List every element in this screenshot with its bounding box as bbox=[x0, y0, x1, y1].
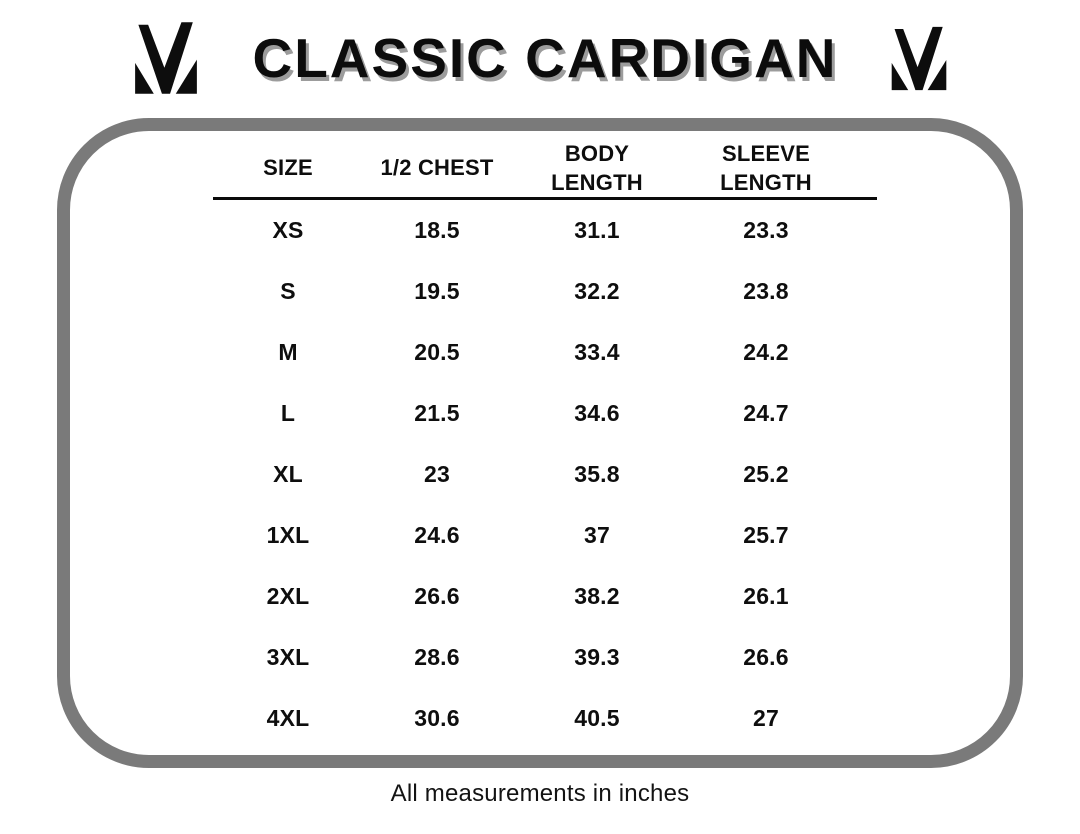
measurement-value: 23 bbox=[424, 461, 450, 487]
measurement-value: 39.3 bbox=[574, 644, 620, 670]
table-row: 4XL 30.6 40.5 27 bbox=[213, 688, 877, 749]
measurement-value: 26.6 bbox=[743, 644, 789, 670]
m-checkmark-logo-icon bbox=[125, 19, 207, 97]
column-header-size: SIZE bbox=[263, 155, 313, 181]
column-header-half-chest: 1/2 CHEST bbox=[380, 155, 494, 181]
measurement-value: 26.1 bbox=[743, 583, 789, 609]
table-header-row: SIZE 1/2 CHEST BODY LENGTH SLEEVE LENGTH bbox=[213, 140, 877, 200]
m-checkmark-logo-icon bbox=[883, 24, 955, 93]
brand-header: CLASSIC CARDIGAN bbox=[0, 12, 1080, 104]
measurement-value: 32.2 bbox=[574, 278, 620, 304]
measurement-value: 24.7 bbox=[743, 400, 789, 426]
size-label: 4XL bbox=[266, 705, 310, 731]
size-label: L bbox=[280, 400, 296, 426]
size-chart-table: SIZE 1/2 CHEST BODY LENGTH SLEEVE LENGTH… bbox=[213, 140, 877, 749]
size-label: 1XL bbox=[266, 522, 310, 548]
size-label: 3XL bbox=[266, 644, 310, 670]
table-row: XS 18.5 31.1 23.3 bbox=[213, 200, 877, 261]
measurement-value: 24.2 bbox=[743, 339, 789, 365]
size-label: 2XL bbox=[266, 583, 310, 609]
measurement-value: 25.2 bbox=[743, 461, 789, 487]
table-row: 1XL 24.6 37 25.7 bbox=[213, 505, 877, 566]
table-row: S 19.5 32.2 23.8 bbox=[213, 261, 877, 322]
size-table-body: XS 18.5 31.1 23.3 S 19.5 32.2 23.8 M 20.5 33.4 24.2… bbox=[213, 200, 877, 749]
table-row: L 21.5 34.6 24.7 bbox=[213, 383, 877, 444]
footer-note: All measurements in inches bbox=[390, 780, 690, 807]
measurement-value: 37 bbox=[584, 522, 610, 548]
measurement-value: 34.6 bbox=[574, 400, 620, 426]
measurement-value: 18.5 bbox=[414, 217, 460, 243]
measurement-value: 20.5 bbox=[414, 339, 460, 365]
measurement-value: 40.5 bbox=[574, 705, 620, 731]
column-header-body-length: BODY LENGTH bbox=[551, 141, 643, 195]
measurement-value: 19.5 bbox=[414, 278, 460, 304]
measurement-value: 23.3 bbox=[743, 217, 789, 243]
size-chart-border bbox=[57, 118, 1023, 768]
measurement-value: 33.4 bbox=[574, 339, 620, 365]
size-label: XS bbox=[272, 217, 304, 243]
size-label: XL bbox=[273, 461, 303, 487]
column-header-sleeve-length: SLEEVE LENGTH bbox=[720, 141, 812, 195]
measurement-value: 30.6 bbox=[414, 705, 460, 731]
table-row: XL 23 35.8 25.2 bbox=[213, 444, 877, 505]
size-label: S bbox=[280, 278, 296, 304]
measurement-value: 21.5 bbox=[414, 400, 460, 426]
measurement-value: 27 bbox=[753, 705, 779, 731]
measurement-value: 26.6 bbox=[414, 583, 460, 609]
measurement-value: 24.6 bbox=[414, 522, 460, 548]
size-label: M bbox=[278, 339, 298, 365]
table-row: 2XL 26.6 38.2 26.1 bbox=[213, 566, 877, 627]
measurement-value: 31.1 bbox=[574, 217, 620, 243]
measurement-value: 28.6 bbox=[414, 644, 460, 670]
measurement-value: 35.8 bbox=[574, 461, 620, 487]
measurement-value: 23.8 bbox=[743, 278, 789, 304]
measurement-value: 25.7 bbox=[743, 522, 789, 548]
page-title: CLASSIC CARDIGAN bbox=[252, 26, 838, 89]
table-row: 3XL 28.6 39.3 26.6 bbox=[213, 627, 877, 688]
measurement-value: 38.2 bbox=[574, 583, 620, 609]
table-row: M 20.5 33.4 24.2 bbox=[213, 322, 877, 383]
